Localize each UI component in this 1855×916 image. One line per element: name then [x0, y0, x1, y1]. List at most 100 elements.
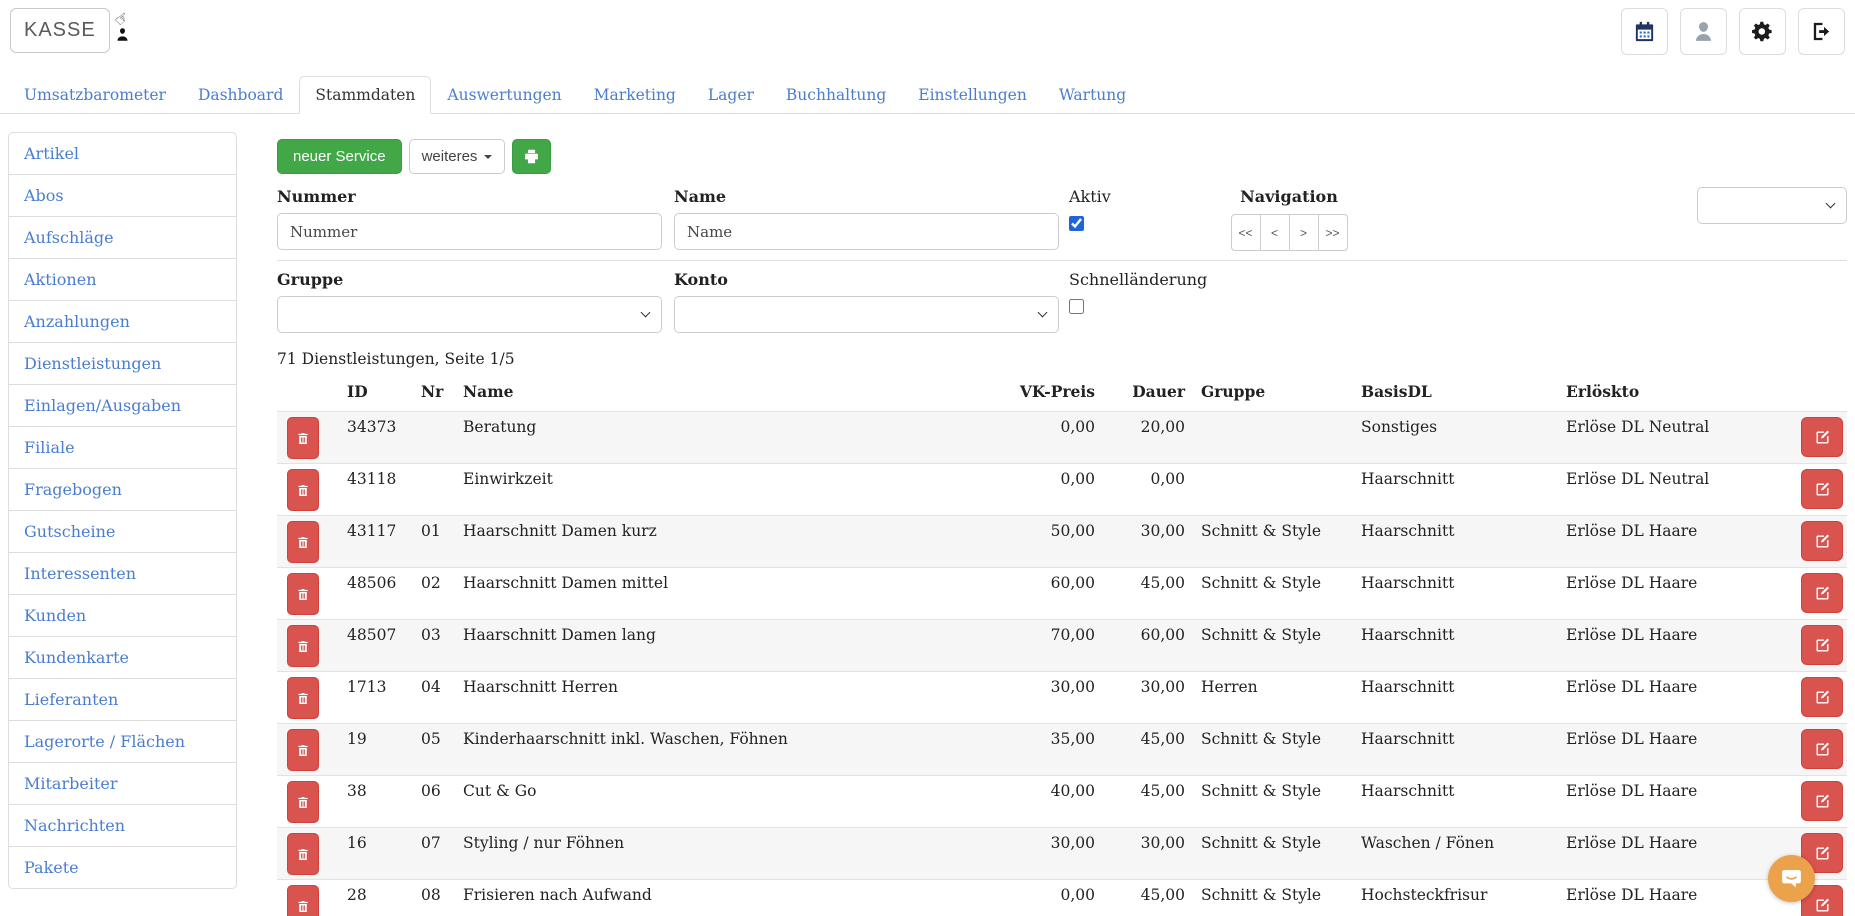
edit-icon: [1815, 690, 1829, 704]
sidebar-item-kundenkarte[interactable]: Kundenkarte: [9, 636, 236, 678]
cell-dauer: 45,00: [1140, 782, 1185, 800]
nav-first-button[interactable]: <<: [1230, 214, 1261, 251]
user-button[interactable]: [1680, 8, 1727, 55]
tab-dashboard[interactable]: Dashboard: [197, 86, 284, 104]
chat-icon: [1782, 870, 1801, 888]
sidebar-item-interessenten[interactable]: Interessenten: [9, 552, 236, 594]
edit-row-button[interactable]: [1801, 417, 1843, 457]
delete-row-button[interactable]: [287, 521, 319, 563]
tab-wartung[interactable]: Wartung: [1058, 86, 1127, 104]
edit-row-button[interactable]: [1801, 521, 1843, 561]
trash-icon: [298, 640, 308, 652]
settings-button[interactable]: [1739, 8, 1786, 55]
delete-row-button[interactable]: [287, 677, 319, 719]
sidebar-item-einlagen-ausgaben[interactable]: Einlagen/Ausgaben: [9, 384, 236, 426]
edit-row-button[interactable]: [1801, 781, 1843, 821]
sidebar-item-fragebogen[interactable]: Fragebogen: [9, 468, 236, 510]
logout-button[interactable]: [1798, 8, 1845, 55]
calendar-button[interactable]: [1621, 8, 1668, 55]
delete-row-button[interactable]: [287, 469, 319, 511]
cell-name: Styling / nur Föhnen: [463, 834, 625, 852]
schnellaenderung-checkbox[interactable]: [1069, 299, 1084, 314]
delete-row-button[interactable]: [287, 885, 319, 916]
sidebar-item-anzahlungen[interactable]: Anzahlungen: [9, 300, 236, 342]
cell-basisdl: Haarschnitt: [1361, 522, 1455, 540]
trash-icon: [298, 536, 308, 548]
edit-row-button[interactable]: [1801, 885, 1843, 916]
more-dropdown-button[interactable]: weiteres: [408, 139, 506, 174]
sidebar-item-artikel[interactable]: Artikel: [24, 144, 80, 163]
edit-icon: [1815, 430, 1829, 444]
edit-row-button[interactable]: [1801, 677, 1843, 717]
trash-icon: [298, 900, 308, 912]
sidebar-item-lagerorte-flächen[interactable]: Lagerorte / Flächen: [9, 720, 236, 762]
sidebar-item-pakete[interactable]: Pakete: [9, 846, 236, 888]
gruppe-select[interactable]: [277, 296, 662, 333]
cell-basisdl: Hochsteckfrisur: [1361, 886, 1488, 904]
edit-row-button[interactable]: [1801, 833, 1843, 873]
sidebar-item-lieferanten[interactable]: Lieferanten: [9, 678, 236, 720]
app-logo[interactable]: KASSE: [10, 8, 110, 53]
jump-select[interactable]: [1697, 187, 1847, 224]
cell-dauer: 0,00: [1150, 470, 1185, 488]
tab-stammdaten[interactable]: Stammdaten: [299, 76, 432, 114]
caret-down-icon: [484, 154, 493, 159]
edit-icon: [1815, 586, 1829, 600]
delete-row-button[interactable]: [287, 729, 319, 771]
cell-gruppe: [1193, 412, 1353, 464]
sidebar-item-nachrichten[interactable]: Nachrichten: [9, 804, 236, 846]
aktiv-checkbox[interactable]: [1069, 216, 1084, 231]
tab-einstellungen[interactable]: Einstellungen: [918, 86, 1027, 104]
tab-buchhaltung[interactable]: Buchhaltung: [785, 86, 887, 104]
gear-icon: [1752, 21, 1772, 42]
cell-erloeskto: Erlöse DL Haare: [1566, 626, 1698, 644]
edit-row-button[interactable]: [1801, 469, 1843, 509]
tab-marketing[interactable]: Marketing: [593, 86, 676, 104]
cell-basisdl: Haarschnitt: [1361, 678, 1455, 696]
sidebar-item-abos[interactable]: Abos: [9, 174, 236, 216]
konto-label: Konto: [674, 270, 728, 289]
sidebar-item-aufschläge[interactable]: Aufschläge: [9, 216, 236, 258]
cell-basisdl: Haarschnitt: [1361, 470, 1455, 488]
cell-id: 34373: [347, 418, 397, 436]
edit-icon: [1815, 534, 1829, 548]
cell-gruppe: Schnitt & Style: [1201, 574, 1322, 592]
sidebar-item-mitarbeiter[interactable]: Mitarbeiter: [9, 762, 236, 804]
edit-row-button[interactable]: [1801, 573, 1843, 613]
tab-auswertungen[interactable]: Auswertungen: [447, 86, 562, 104]
sidebar-item-aktionen[interactable]: Aktionen: [9, 258, 236, 300]
edit-row-button[interactable]: [1801, 729, 1843, 769]
new-service-button[interactable]: neuer Service: [277, 139, 402, 174]
name-input[interactable]: [674, 213, 1059, 250]
schnellaenderung-field-group: Schnelländerung: [1069, 270, 1229, 318]
col-header-erloeskto: Erlöskto: [1566, 382, 1640, 401]
cell-gruppe: Herren: [1201, 678, 1258, 696]
tab-lager[interactable]: Lager: [707, 86, 754, 104]
nummer-input[interactable]: [277, 213, 662, 250]
table-row: 1713 04 Haarschnitt Herren 30,00 30,00 H…: [277, 671, 1847, 724]
cell-basisdl: Haarschnitt: [1361, 626, 1455, 644]
chat-launcher-button[interactable]: [1768, 855, 1815, 902]
delete-row-button[interactable]: [287, 625, 319, 667]
filter-row-1: Nummer Name Aktiv Navigation << < >: [277, 187, 1847, 251]
cell-vk-preis: 0,00: [1060, 418, 1095, 436]
edit-row-button[interactable]: [1801, 625, 1843, 665]
delete-row-button[interactable]: [287, 833, 319, 875]
sidebar-item-gutscheine[interactable]: Gutscheine: [9, 510, 236, 552]
nav-prev-button[interactable]: <: [1259, 214, 1290, 251]
sidebar-item-kunden[interactable]: Kunden: [9, 594, 236, 636]
nav-last-button[interactable]: >>: [1317, 214, 1348, 251]
konto-select[interactable]: [674, 296, 1059, 333]
cell-gruppe: Schnitt & Style: [1201, 886, 1322, 904]
sidebar-item-dienstleistungen[interactable]: Dienstleistungen: [9, 342, 236, 384]
edit-icon: [1815, 846, 1829, 860]
print-button[interactable]: [512, 139, 552, 174]
sidebar-item-filiale[interactable]: Filiale: [9, 426, 236, 468]
tab-umsatzbarometer[interactable]: Umsatzbarometer: [24, 86, 166, 104]
logo-side-icons: ☞: [110, 7, 133, 45]
nav-next-button[interactable]: >: [1288, 214, 1319, 251]
delete-row-button[interactable]: [287, 573, 319, 615]
delete-row-button[interactable]: [287, 781, 319, 823]
delete-row-button[interactable]: [287, 417, 319, 459]
cell-name: Einwirkzeit: [463, 470, 553, 488]
